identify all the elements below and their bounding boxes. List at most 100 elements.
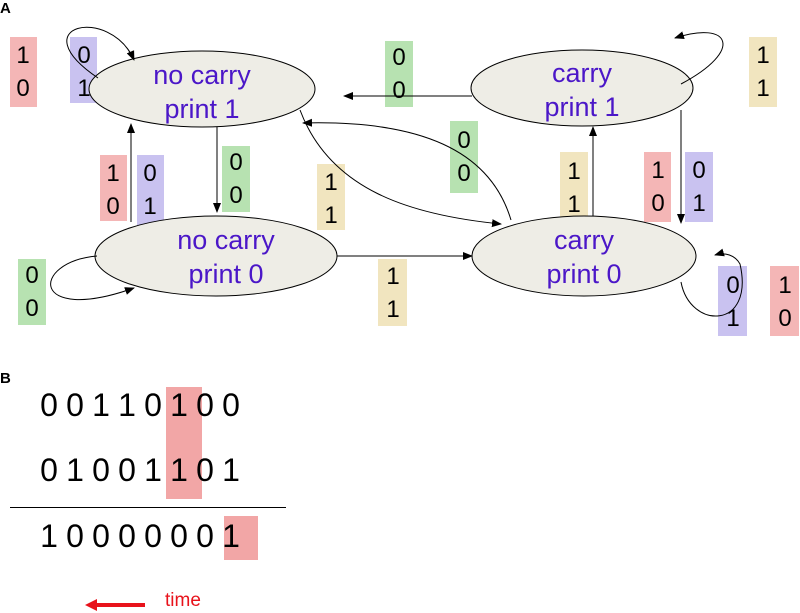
digit: 0 [457, 160, 471, 187]
sum-rule [10, 507, 286, 508]
state-machine-diagram [10, 26, 799, 336]
digit: 1 [143, 193, 157, 220]
digit: 0 [118, 452, 136, 488]
digit: 0 [196, 452, 214, 488]
digit: 0 [144, 518, 162, 554]
digit: 1 [222, 452, 240, 488]
state-nc1-text: no carry print 1 [102, 58, 302, 126]
digit: 0 [118, 518, 136, 554]
edge-c1-self [674, 31, 724, 85]
state-nc0-line1: no carry [177, 225, 275, 255]
state-nc1-line1: no carry [153, 60, 251, 90]
digit: 0 [92, 518, 110, 554]
digit: 0 [229, 149, 243, 176]
digit: 1 [106, 160, 120, 187]
digit: 0 [40, 387, 58, 423]
digit: 1 [756, 75, 770, 102]
digit: 0 [106, 193, 120, 220]
panel-a-label: A [0, 0, 11, 17]
digit: 0 [196, 387, 214, 423]
hl-nc0-self-green [18, 259, 46, 325]
edge-nc0-self [50, 255, 135, 300]
digit: 1 [144, 452, 162, 488]
digit: 0 [66, 387, 84, 423]
hl-nc1-c0-yellow [317, 164, 345, 230]
state-c0-line1: carry [554, 225, 614, 255]
digit: 1 [16, 42, 30, 69]
hl-c0-self-red [770, 266, 799, 336]
digit: 0 [692, 157, 706, 184]
digit: 1 [170, 452, 188, 488]
digit: 1 [170, 387, 188, 423]
digit: 0 [170, 518, 188, 554]
hl-c1-c0-blue [685, 152, 713, 222]
digit: 0 [16, 75, 30, 102]
hl-nc0-c0-yellow [378, 259, 407, 326]
digit: 1 [756, 42, 770, 69]
digit: 0 [144, 387, 162, 423]
digit: 1 [66, 452, 84, 488]
edge-c0-self [680, 248, 743, 317]
time-arrow-icon [85, 599, 145, 611]
state-nodes [88, 49, 697, 297]
edge-c0-nc1 [302, 118, 512, 221]
digit: 1 [778, 272, 792, 299]
digit: 1 [726, 305, 740, 332]
hl-nc1-nc0-green [222, 146, 250, 212]
digit: 1 [324, 169, 338, 196]
digit: 0 [77, 42, 91, 69]
digit: 0 [222, 387, 240, 423]
hl-nc0-nc1-red [100, 155, 127, 221]
digit: 0 [25, 295, 39, 322]
digit: 0 [143, 160, 157, 187]
digit: 0 [25, 262, 39, 289]
digit: 0 [726, 272, 740, 299]
state-c0-line2: print 0 [546, 259, 622, 289]
state-c1-text: carry print 1 [482, 56, 682, 124]
digit: 1 [386, 263, 400, 290]
state-nc0-text: no carry print 0 [126, 223, 326, 291]
state-c1-line2: print 1 [544, 92, 620, 122]
digit: 1 [567, 191, 581, 218]
digit: 1 [651, 157, 665, 184]
digit: 0 [40, 452, 58, 488]
digit: 0 [778, 305, 792, 332]
edge-nc1-c0 [299, 109, 502, 228]
digit: 1 [222, 518, 240, 554]
hl-c0-nc1-green [450, 121, 478, 193]
digit: 0 [392, 44, 406, 71]
state-c0-text: carry print 0 [484, 223, 684, 291]
column-highlight [166, 387, 202, 499]
digit: 1 [692, 190, 706, 217]
digit: 1 [118, 387, 136, 423]
state-nc0-line2: print 0 [188, 259, 264, 289]
hl-nc1-self-red [10, 37, 37, 107]
hl-nc0-nc1-blue [137, 155, 164, 226]
digit: 0 [457, 127, 471, 154]
digit: 0 [92, 452, 110, 488]
digit: 0 [392, 77, 406, 104]
digit: 0 [229, 182, 243, 209]
state-nc1-line2: print 1 [164, 94, 240, 124]
digit: 1 [92, 387, 110, 423]
digit: 1 [77, 75, 91, 102]
state-c1-line1: carry [552, 58, 612, 88]
hl-c1-c0-red [644, 152, 671, 222]
digit: 0 [66, 518, 84, 554]
panel-b-label: B [0, 370, 11, 387]
digit: 1 [386, 296, 400, 323]
state-carry-print-1 [470, 49, 694, 127]
